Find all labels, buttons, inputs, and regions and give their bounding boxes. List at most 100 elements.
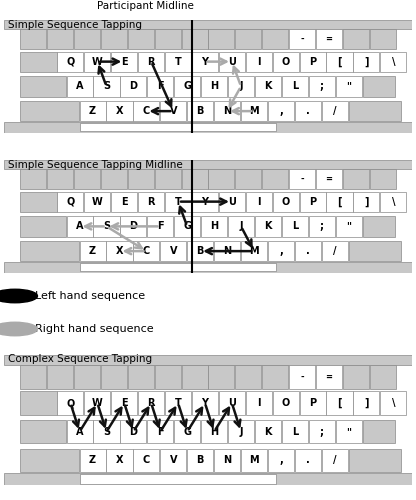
Bar [214,241,240,261]
Bar [187,241,213,261]
Bar [327,392,353,415]
Bar [201,76,227,96]
Text: Participant Midline: Participant Midline [97,1,194,11]
Text: R: R [147,398,155,408]
Text: K: K [264,82,272,92]
Bar [327,52,353,72]
Text: X: X [116,106,123,116]
Bar [74,169,100,189]
Bar [181,366,208,389]
Bar [57,192,84,212]
Bar [20,420,66,444]
Bar [214,448,240,472]
Bar [241,448,267,472]
Text: ;: ; [320,426,324,436]
Bar [208,169,235,189]
Text: B: B [197,246,204,256]
Bar [181,169,208,189]
Text: Q: Q [66,56,74,66]
Text: W: W [92,398,103,408]
Bar [219,192,245,212]
Bar [128,169,154,189]
Bar [138,52,164,72]
Bar [380,392,406,415]
Text: H: H [210,222,218,232]
Bar [316,366,342,389]
Text: [: [ [337,196,342,207]
Text: U: U [228,56,236,66]
Text: ": " [346,222,351,232]
Bar [160,101,186,121]
Bar [120,76,146,96]
Bar [235,169,261,189]
Text: L: L [292,222,298,232]
Bar [128,29,154,50]
Bar [353,52,379,72]
Bar [106,448,133,472]
Text: W: W [92,196,103,206]
Text: L: L [292,82,298,92]
Text: P: P [309,398,316,408]
Text: ]: ] [364,196,369,207]
Bar [67,420,93,444]
Text: T: T [175,196,181,206]
Bar [228,216,254,236]
Text: U: U [228,196,236,206]
Text: P: P [309,196,316,206]
Bar [336,76,362,96]
Text: D: D [129,426,137,436]
Text: A: A [76,426,83,436]
Bar [181,29,208,50]
Bar [295,101,321,121]
Bar [147,216,173,236]
Bar [201,216,227,236]
Bar [295,241,321,261]
Bar [134,241,159,261]
Text: M: M [249,456,259,466]
Bar [208,366,235,389]
Text: C: C [143,246,150,256]
Bar [147,76,173,96]
Bar [370,366,396,389]
Text: G: G [183,426,191,436]
Bar [47,169,73,189]
Bar [370,29,396,50]
Text: S: S [103,82,110,92]
Text: V: V [170,106,177,116]
Bar [20,76,66,96]
Bar [282,216,308,236]
Text: /: / [333,106,337,116]
Text: C: C [143,106,150,116]
Bar [4,122,412,132]
Bar [192,52,218,72]
Bar [111,392,137,415]
Bar [67,76,93,96]
Bar [174,76,200,96]
Bar [165,192,191,212]
Text: ": " [346,82,351,92]
Bar [80,123,276,132]
Bar [128,366,154,389]
Bar [295,448,321,472]
Text: -: - [300,372,304,382]
Text: ]: ] [364,398,369,408]
Bar [343,366,369,389]
Bar [20,448,79,472]
Text: =: = [326,34,332,43]
Bar [4,160,412,169]
Bar [241,241,267,261]
Text: Right hand sequence: Right hand sequence [35,324,154,334]
Bar [343,169,369,189]
Bar [57,392,84,415]
Bar [214,101,240,121]
Bar [165,52,191,72]
Text: F: F [157,82,163,92]
Bar [300,392,326,415]
Bar [282,420,308,444]
Bar [316,169,342,189]
Bar [174,420,200,444]
Text: Q: Q [66,398,74,408]
Bar [219,52,245,72]
Bar [79,241,106,261]
Bar [235,29,261,50]
